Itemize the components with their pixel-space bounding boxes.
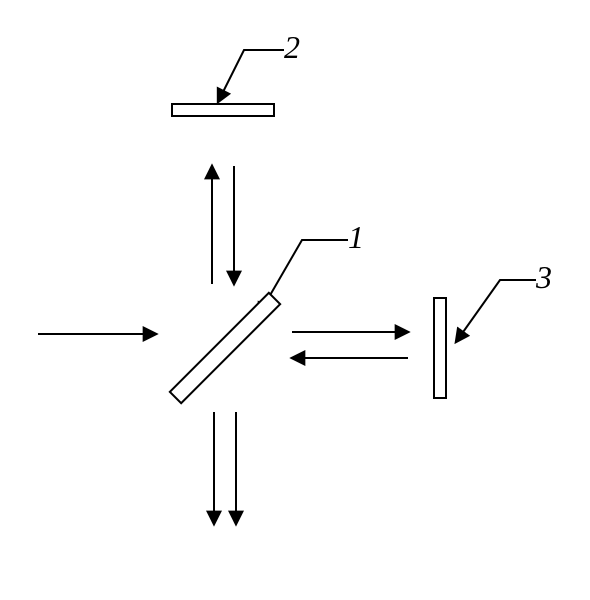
callout-label-1: 1 <box>348 219 364 255</box>
component-3 <box>434 298 446 398</box>
component-2 <box>172 104 274 116</box>
callout-label-3: 3 <box>535 259 552 295</box>
leader-line-three <box>456 280 536 342</box>
component-1 <box>170 293 280 403</box>
leader-line-two <box>218 50 284 102</box>
callout-label-2: 2 <box>284 29 300 65</box>
diagram-canvas: 1 2 3 <box>0 0 590 600</box>
